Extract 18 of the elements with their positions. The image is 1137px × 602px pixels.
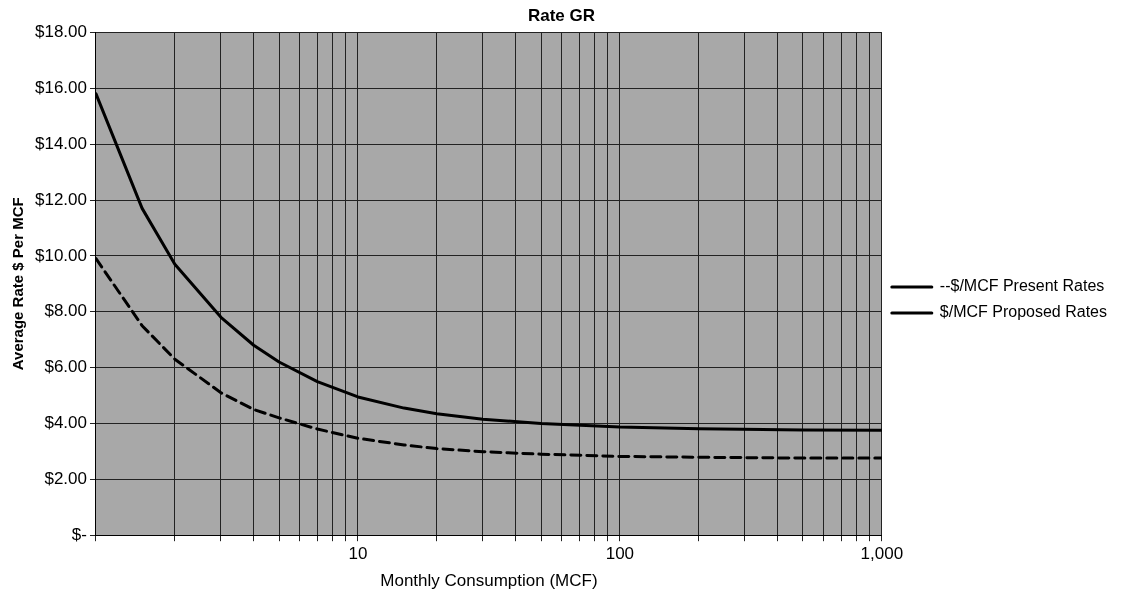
y-tick-label: $12.00 [35,189,87,209]
x-tick-label: 100 [605,544,635,564]
y-tick-label: $10.00 [35,245,87,265]
y-tick-label: $2.00 [44,469,87,489]
y-tick-label: $4.00 [44,413,87,433]
y-tick-label: $8.00 [44,301,87,321]
legend-label: $/MCF Proposed Rates [939,303,1108,321]
x-tick-label: 10 [348,544,368,564]
chart-title: Rate GR [527,5,596,25]
y-tick-label: $6.00 [44,357,87,377]
x-axis-title: Monthly Consumption (MCF) [380,571,598,591]
x-tick-label: 1,000 [860,544,904,564]
legend-label: --$/MCF Present Rates [939,277,1105,295]
y-tick-label: $18.00 [35,22,87,42]
y-tick-label: $16.00 [35,77,87,97]
y-tick-label: $- [71,524,87,544]
y-tick-label: $14.00 [35,133,87,153]
y-axis-title: Average Rate $ Per MCF [9,197,27,371]
